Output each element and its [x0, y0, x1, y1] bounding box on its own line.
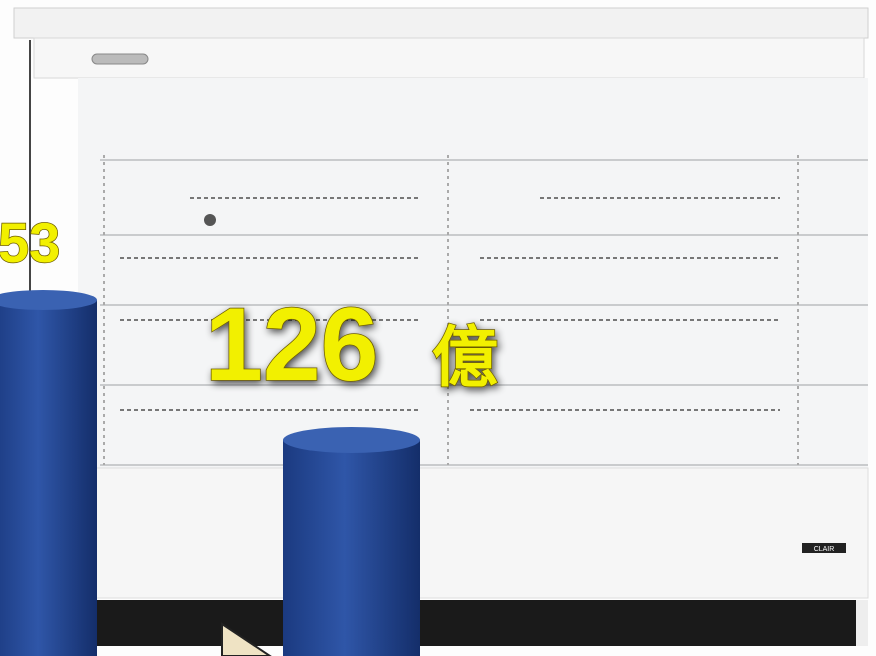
- brand-label: CLAIR: [814, 546, 835, 553]
- left-value-label: 53: [0, 211, 60, 274]
- cylinder-middle: [283, 427, 420, 656]
- main-value: 126: [205, 287, 379, 403]
- cylinder-left: [0, 290, 97, 656]
- scene: CLAIR 53 126 億: [0, 0, 876, 656]
- main-unit: 億: [432, 320, 498, 394]
